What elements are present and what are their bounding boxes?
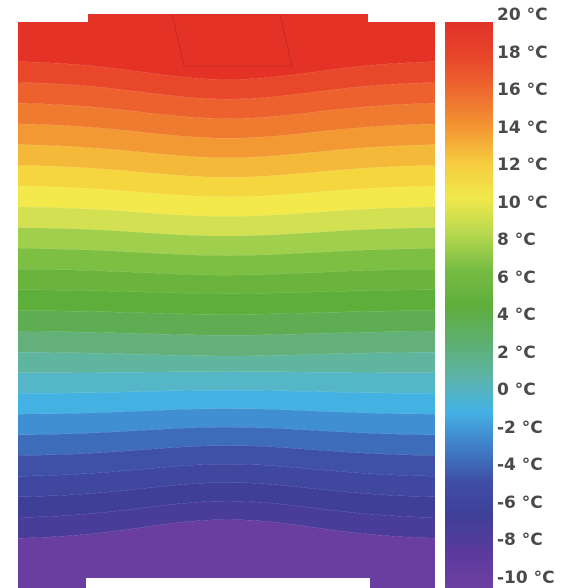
contour-band <box>18 227 435 256</box>
contour-band <box>18 427 435 456</box>
contour-band <box>18 501 435 539</box>
scale-label: -8 °C <box>497 530 543 551</box>
frame-insets <box>146 14 300 578</box>
scale-label: 14 °C <box>497 117 548 138</box>
scale-label: 8 °C <box>497 230 536 251</box>
scale-label: 18 °C <box>497 42 548 63</box>
scale-label: 6 °C <box>497 267 536 288</box>
scale-divider <box>438 0 441 588</box>
contour-band <box>18 102 435 139</box>
scale-label: -4 °C <box>497 455 543 476</box>
scale-label: 12 °C <box>497 155 548 176</box>
color-scale-bar <box>445 22 493 588</box>
contour-band <box>18 464 435 498</box>
scale-label: 10 °C <box>497 192 548 213</box>
top-inset <box>171 14 293 67</box>
scale-label: 20 °C <box>497 5 548 25</box>
contour-band <box>18 310 435 336</box>
scale-label: -6 °C <box>497 492 543 513</box>
contour-band <box>18 144 435 178</box>
contour-band <box>18 390 435 415</box>
contour-band <box>18 408 435 435</box>
scale-label: -2 °C <box>497 417 543 438</box>
contour-band <box>18 165 435 197</box>
contour-band <box>18 82 435 119</box>
contour-bands <box>18 14 435 588</box>
contour-band <box>18 269 435 294</box>
contour-band <box>18 482 435 518</box>
contour-band <box>18 371 435 394</box>
contour-band <box>18 206 435 236</box>
scale-label: 16 °C <box>497 80 548 101</box>
contour-band <box>18 289 435 315</box>
scale-label: 0 °C <box>497 380 536 401</box>
contour-band <box>18 331 435 356</box>
contour-band <box>18 445 435 477</box>
bottom-inset <box>146 540 300 578</box>
scale-label: -10 °C <box>497 568 555 588</box>
contour-band <box>18 185 435 217</box>
contour-band <box>18 352 435 373</box>
scale-label: 4 °C <box>497 305 536 326</box>
contour-band <box>18 61 435 100</box>
temperature-contour-plot <box>18 14 435 588</box>
contour-band <box>18 248 435 276</box>
scale-label: 2 °C <box>497 342 536 363</box>
contour-band <box>18 123 435 158</box>
